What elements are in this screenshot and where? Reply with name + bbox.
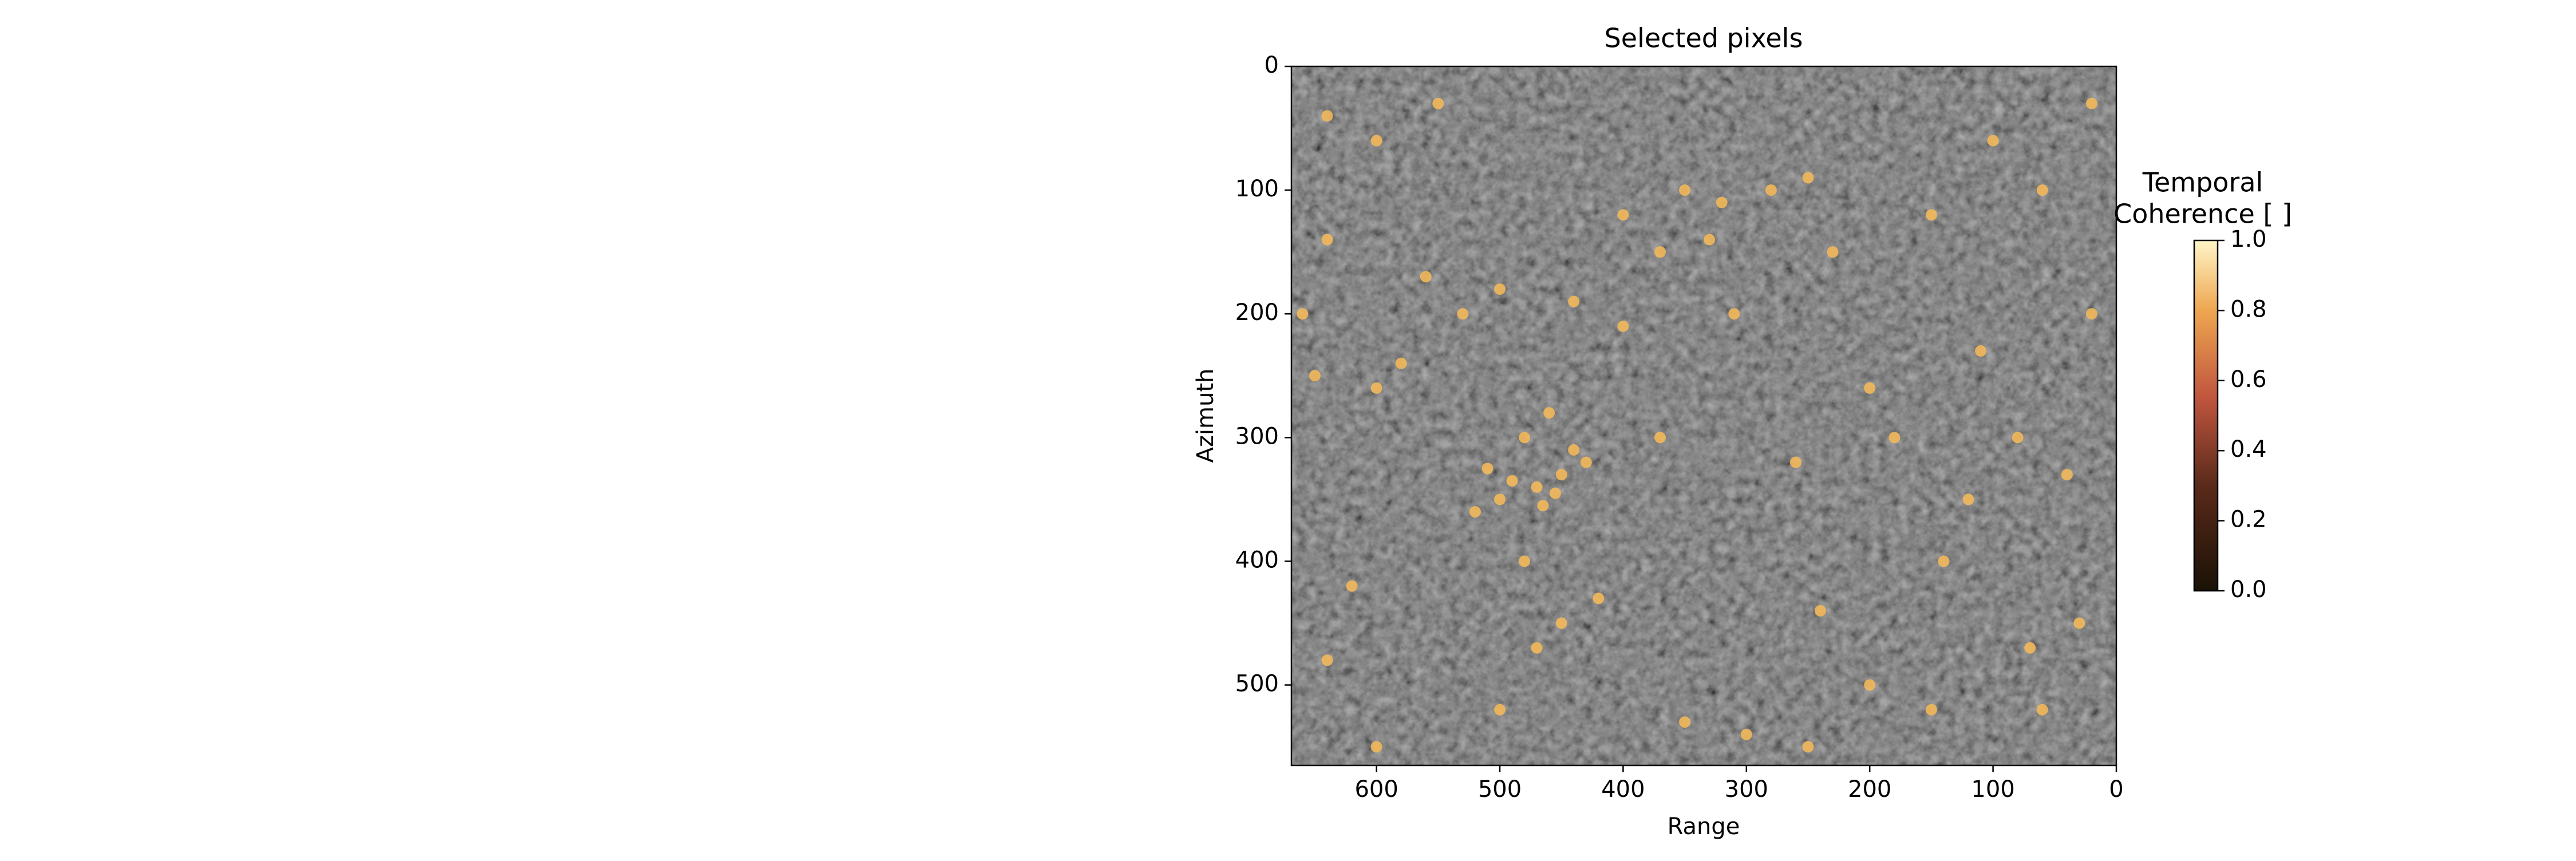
x-tick-label: 300	[1725, 776, 1768, 803]
colorbar-tick-label: 0.2	[2230, 507, 2267, 533]
point	[1457, 308, 1469, 320]
point	[1309, 370, 1321, 382]
y-tick-label: 500	[1235, 671, 1279, 697]
point	[1469, 505, 1481, 518]
point	[1888, 432, 1901, 444]
colorbar	[2193, 239, 2219, 592]
point	[1370, 135, 1382, 147]
point	[1519, 555, 1531, 567]
y-tick-label: 400	[1235, 547, 1279, 573]
point	[1802, 172, 1814, 184]
colorbar-tick-label: 0.6	[2230, 366, 2267, 393]
point	[2036, 184, 2048, 196]
point	[1321, 110, 1333, 122]
point	[1346, 580, 1358, 592]
colorbar-title: Coherence [ ]	[2113, 199, 2292, 230]
point	[1481, 463, 1494, 475]
point	[1531, 642, 1543, 654]
point	[1679, 184, 1691, 196]
point	[2036, 704, 2048, 716]
point	[1555, 469, 1567, 481]
point	[1494, 704, 1506, 716]
colorbar-tick-label: 1.0	[2230, 226, 2267, 252]
x-tick-label: 200	[1848, 776, 1891, 803]
x-tick-label: 500	[1478, 776, 1522, 803]
point	[1555, 617, 1567, 629]
point	[1925, 209, 1937, 221]
point	[1370, 741, 1382, 753]
point	[1716, 196, 1728, 208]
point	[1962, 493, 1974, 505]
point	[1802, 741, 1814, 753]
point	[1987, 135, 1999, 147]
colorbar-tick-label: 0.0	[2230, 576, 2267, 603]
x-tick-label: 600	[1354, 776, 1398, 803]
y-tick-label: 200	[1235, 299, 1279, 326]
point	[1568, 444, 1580, 456]
point	[1938, 555, 1950, 567]
point	[1704, 234, 1716, 246]
point	[1740, 728, 1752, 740]
point	[1654, 432, 1666, 444]
point	[2024, 642, 2036, 654]
point	[1432, 97, 1444, 109]
point	[1617, 209, 1629, 221]
point	[1549, 487, 1561, 499]
point	[1494, 493, 1506, 505]
axes-frame	[1290, 65, 2117, 767]
point	[1728, 308, 1740, 320]
point	[1543, 407, 1555, 419]
colorbar-tick-label: 0.4	[2230, 436, 2267, 463]
point	[1864, 679, 1876, 691]
point	[1580, 456, 1592, 468]
point	[1531, 481, 1543, 493]
point	[1395, 357, 1407, 369]
point	[1827, 246, 1839, 258]
background-texture	[1291, 66, 2116, 765]
point	[2085, 308, 2097, 320]
point	[2073, 617, 2085, 629]
colorbar-title: Temporal	[2142, 167, 2263, 198]
point	[2085, 97, 2097, 109]
point	[1617, 320, 1629, 332]
point	[1519, 432, 1531, 444]
points	[1297, 97, 2097, 753]
colorbar-tick-label: 0.8	[2230, 296, 2267, 322]
point	[2012, 432, 2024, 444]
point	[2061, 469, 2073, 481]
y-tick-label: 0	[1265, 52, 1279, 78]
y-tick-label: 100	[1235, 176, 1279, 202]
point	[1679, 716, 1691, 728]
point	[1506, 475, 1518, 487]
point	[1321, 234, 1333, 246]
point	[1568, 295, 1580, 307]
point	[1370, 382, 1382, 394]
point	[1593, 593, 1605, 605]
point	[1537, 500, 1549, 512]
x-tick-label: 100	[1971, 776, 2014, 803]
point	[1297, 308, 1309, 320]
x-tick-label: 0	[2109, 776, 2123, 803]
point	[1815, 605, 1827, 617]
point	[1420, 271, 1432, 283]
point	[1789, 456, 1801, 468]
chart-title: Selected pixels	[1605, 23, 1803, 54]
point	[1975, 345, 1987, 357]
point	[1494, 283, 1506, 295]
x-axis-label: Range	[1668, 813, 1740, 840]
point	[1864, 382, 1876, 394]
point	[1321, 654, 1333, 666]
point	[1654, 246, 1666, 258]
point	[1765, 184, 1777, 196]
point	[1925, 704, 1937, 716]
x-tick-label: 400	[1601, 776, 1645, 803]
y-axis-label: Azimuth	[1192, 369, 1219, 463]
y-tick-label: 300	[1235, 423, 1279, 449]
